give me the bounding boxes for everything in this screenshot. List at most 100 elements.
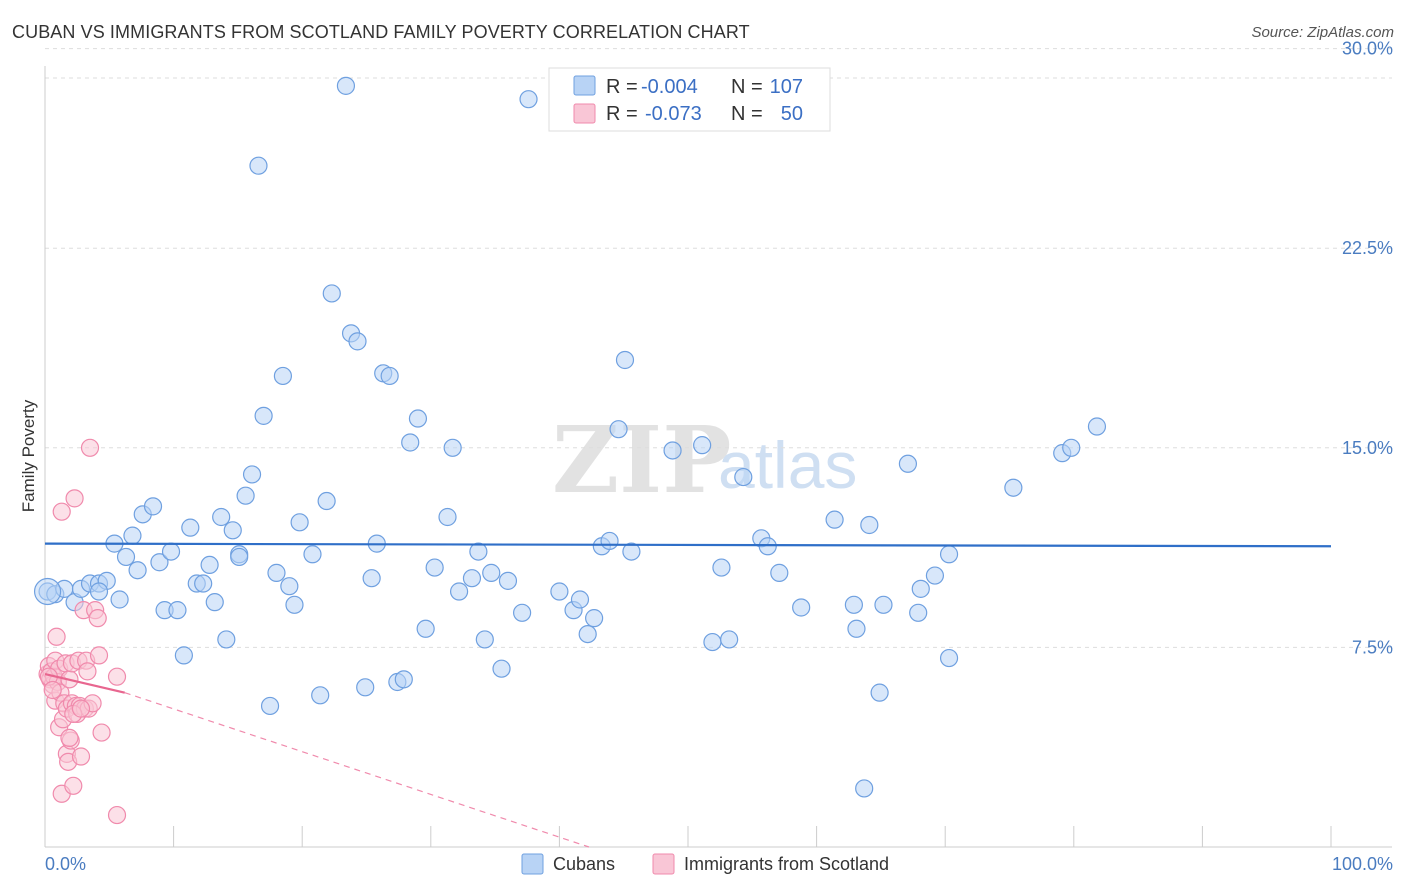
point-0-66 xyxy=(513,603,532,622)
point-0-59 xyxy=(449,582,469,601)
legend-n-value-scotland: 50 xyxy=(781,103,803,125)
point-0-74 xyxy=(600,531,619,551)
point-0-14 xyxy=(143,497,163,516)
point-0-92 xyxy=(870,683,889,702)
point-1-37 xyxy=(80,438,100,457)
legend-swatch-cubans xyxy=(574,76,595,95)
point-0-97 xyxy=(925,566,945,585)
series-0 xyxy=(38,76,1107,798)
point-1-44 xyxy=(43,680,62,700)
point-0-80 xyxy=(703,632,722,652)
point-0-52 xyxy=(394,670,413,689)
series-points xyxy=(33,76,1107,825)
point-0-100 xyxy=(1004,478,1023,497)
point-0-64 xyxy=(492,659,511,678)
point-0-86 xyxy=(770,563,789,582)
point-1-35 xyxy=(78,662,97,681)
point-0-103 xyxy=(1087,417,1107,436)
point-1-25 xyxy=(64,776,83,795)
point-1-47 xyxy=(71,699,91,718)
y-tick-labels: 7.5% 15.0% 22.5% 30.0% xyxy=(1342,39,1393,658)
point-0-89 xyxy=(844,595,863,614)
trend-lines xyxy=(44,542,1332,848)
point-0-77 xyxy=(622,542,641,561)
point-0-37 xyxy=(285,595,304,614)
point-1-42 xyxy=(92,723,111,742)
point-0-17 xyxy=(161,542,181,561)
legend-top-box xyxy=(548,67,831,132)
point-0-70 xyxy=(570,590,590,609)
point-0-10 xyxy=(116,547,136,567)
bottom-legend-label-cubans: Cubans xyxy=(553,854,615,874)
y-axis-title: Family Poverty xyxy=(19,399,38,512)
point-0-62 xyxy=(475,630,494,649)
point-0-15 xyxy=(150,553,169,572)
point-0-79 xyxy=(693,436,712,455)
legend-n-label-scotland: N = xyxy=(731,103,763,125)
legend-top: R = -0.004 N = 107 R = -0.073 N = 50 xyxy=(548,67,831,132)
point-0-9 xyxy=(110,590,129,609)
point-0-68 xyxy=(550,582,569,601)
point-0-78 xyxy=(663,441,682,460)
point-0-72 xyxy=(585,609,604,628)
point-0-76 xyxy=(615,350,635,370)
point-0-99 xyxy=(939,545,959,564)
point-1-31 xyxy=(71,747,91,766)
point-0-87 xyxy=(792,598,811,617)
point-0-12 xyxy=(128,561,147,580)
y-tick-label-3: 30.0% xyxy=(1342,39,1393,59)
legend-swatch-scotland xyxy=(574,104,595,123)
point-1-8 xyxy=(47,627,66,646)
point-0-95 xyxy=(909,603,928,622)
point-0-63 xyxy=(482,563,501,582)
chart-title: CUBAN VS IMMIGRANTS FROM SCOTLAND FAMILY… xyxy=(12,22,750,42)
bottom-legend-swatch-scotland-border xyxy=(652,853,675,875)
point-0-53 xyxy=(401,433,420,452)
point-0-71 xyxy=(578,624,597,644)
point-0-104 xyxy=(855,779,874,798)
point-0-67 xyxy=(519,90,538,109)
y-tick-label-0: 7.5% xyxy=(1352,637,1393,657)
point-0-33 xyxy=(260,696,280,716)
point-0-88 xyxy=(825,510,844,529)
point-0-35 xyxy=(273,366,293,386)
point-0-45 xyxy=(348,332,367,351)
point-0-93 xyxy=(874,595,893,614)
point-0-25 xyxy=(212,507,231,527)
point-0-40 xyxy=(311,686,330,705)
trend-line-0 xyxy=(44,542,1332,548)
y-tick-label-2: 22.5% xyxy=(1342,238,1393,258)
point-0-36 xyxy=(280,577,299,596)
point-1-14 xyxy=(52,502,71,521)
legend-n-value-cubans: 107 xyxy=(770,76,803,98)
point-1-45 xyxy=(60,728,79,747)
point-0-38 xyxy=(290,513,309,532)
point-0-30 xyxy=(242,465,262,484)
point-0-83 xyxy=(734,467,753,487)
point-0-57 xyxy=(438,507,457,527)
point-0-18 xyxy=(168,601,187,620)
point-1-26 xyxy=(65,489,84,508)
legend-swatch-cubans-border xyxy=(573,75,596,96)
legend-r-label-scotland: R = xyxy=(606,103,638,125)
trend-extended-1 xyxy=(124,692,590,848)
point-0-61 xyxy=(469,542,488,561)
point-0-34 xyxy=(267,563,286,582)
point-0-26 xyxy=(217,630,236,649)
point-0-31 xyxy=(249,156,268,175)
point-0-20 xyxy=(181,518,200,537)
bottom-legend-swatch-cubans-border xyxy=(521,853,544,875)
point-0-81 xyxy=(712,558,731,577)
point-0-27 xyxy=(223,521,242,540)
point-0-11 xyxy=(123,526,142,545)
x-ticks xyxy=(173,826,1332,847)
point-0-91 xyxy=(860,515,879,535)
point-0-94 xyxy=(898,454,918,473)
point-0-41 xyxy=(317,491,336,511)
point-1-48 xyxy=(107,667,127,686)
point-0-24 xyxy=(205,593,224,612)
point-0-32 xyxy=(254,406,273,425)
point-0-46 xyxy=(356,678,375,697)
legend-r-label-cubans: R = xyxy=(606,76,638,98)
